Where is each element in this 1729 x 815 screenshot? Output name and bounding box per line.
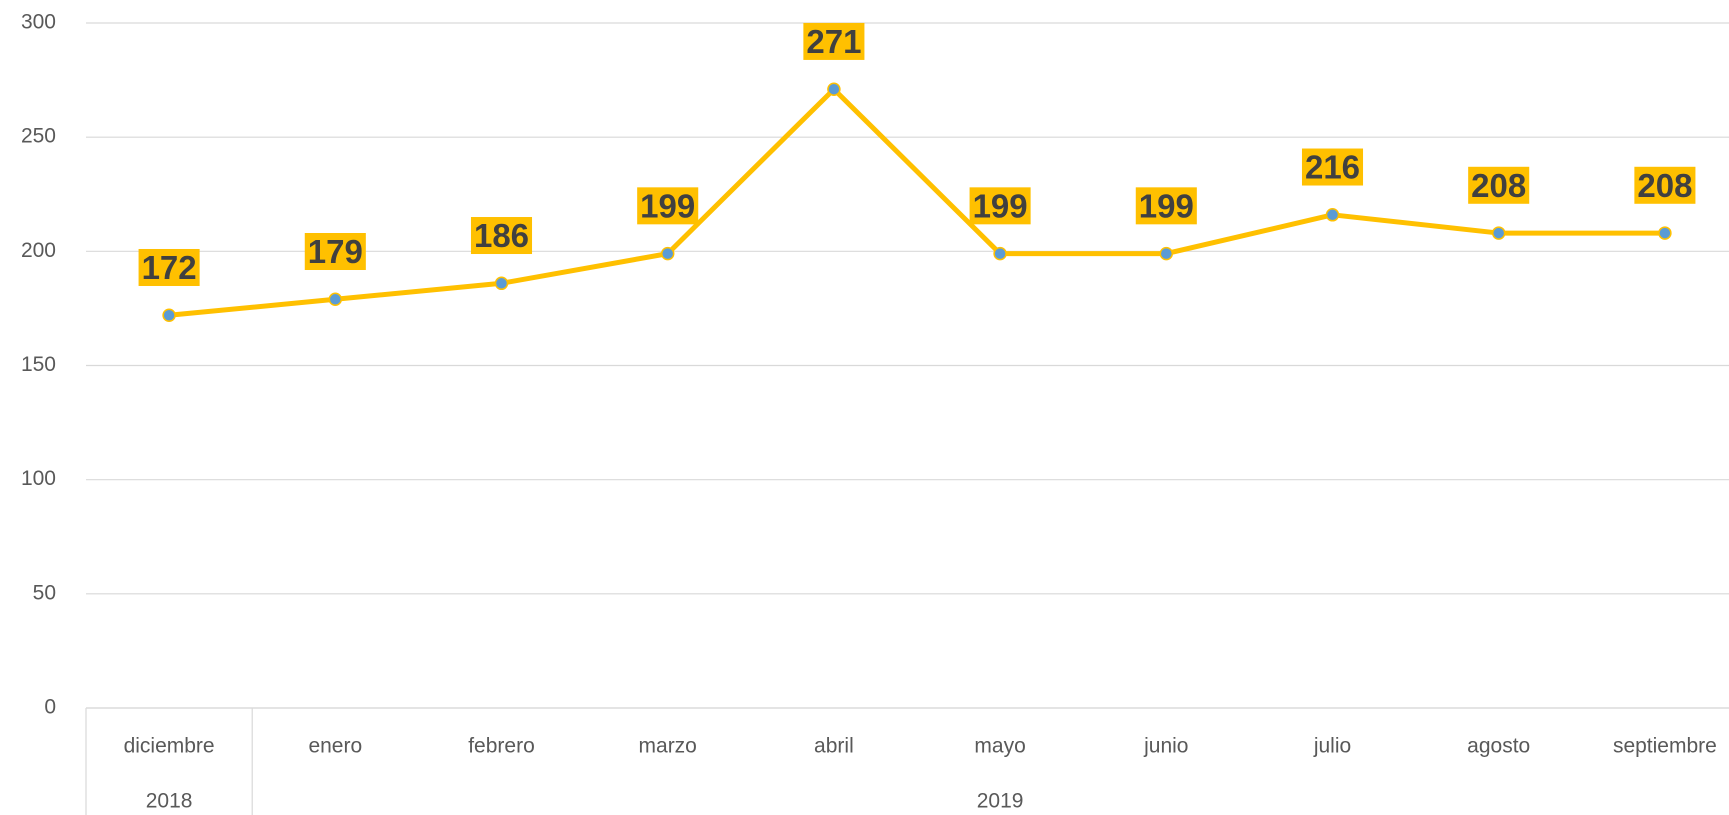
x-group-label: 2019 <box>977 790 1024 813</box>
data-label: 208 <box>1471 167 1526 204</box>
x-tick-label: marzo <box>639 735 697 758</box>
x-tick-label: diciembre <box>124 735 215 758</box>
x-tick-label: enero <box>308 735 362 758</box>
x-tick-label: febrero <box>468 735 535 758</box>
data-label: 271 <box>806 23 861 60</box>
x-tick-label: agosto <box>1467 735 1530 758</box>
x-tick-label: mayo <box>974 735 1025 758</box>
data-label: 199 <box>1139 187 1194 224</box>
y-tick-label: 200 <box>21 239 56 262</box>
marker <box>993 246 1007 261</box>
data-label: 179 <box>308 233 363 270</box>
y-tick-label: 50 <box>33 581 56 604</box>
data-label-group: 199 <box>1135 187 1197 225</box>
data-label-group: 172 <box>138 248 200 286</box>
y-tick-label: 150 <box>21 353 56 376</box>
data-label-bg <box>1135 187 1197 225</box>
data-label-bg <box>470 217 533 255</box>
x-tick-label: septiembre <box>1613 735 1717 758</box>
data-label-bg <box>803 22 865 60</box>
marker <box>660 246 675 261</box>
data-label: 199 <box>640 187 695 224</box>
data-label-bg <box>1301 148 1364 186</box>
data-label: 172 <box>142 249 197 286</box>
marker <box>162 308 176 323</box>
y-tick-label: 100 <box>21 467 56 490</box>
data-label-group: 179 <box>304 233 366 271</box>
series-line <box>168 86 1665 318</box>
data-label: 199 <box>973 187 1028 224</box>
data-label-group: 208 <box>1468 166 1530 204</box>
y-tick-label: 250 <box>21 125 56 148</box>
y-tick-label: 300 <box>21 11 56 34</box>
data-label-group: 216 <box>1301 148 1364 186</box>
y-tick-label: 0 <box>44 696 56 719</box>
x-tick-label: abril <box>814 735 854 758</box>
data-label-bg <box>969 187 1031 225</box>
marker <box>1159 246 1174 261</box>
x-tick-label: julio <box>1313 735 1351 758</box>
x-tick-label: junio <box>1143 735 1188 758</box>
data-label-bg <box>138 248 200 286</box>
data-label: 216 <box>1305 149 1360 186</box>
data-label-group: 271 <box>803 22 865 60</box>
marker <box>1658 226 1672 240</box>
data-label-group: 186 <box>470 217 533 255</box>
data-label-group: 199 <box>969 187 1031 225</box>
marker <box>1491 226 1506 240</box>
data-label: 186 <box>474 217 529 254</box>
data-label-bg <box>304 233 366 271</box>
data-label-bg <box>1634 166 1696 204</box>
data-label-bg <box>637 187 699 225</box>
marker <box>1325 208 1340 222</box>
data-label-group: 208 <box>1634 166 1696 204</box>
x-group-label: 2018 <box>146 790 193 813</box>
data-label: 208 <box>1637 167 1692 204</box>
data-label-bg <box>1468 166 1530 204</box>
marker <box>494 276 509 291</box>
data-label-group: 199 <box>637 187 699 225</box>
marker <box>328 292 343 307</box>
marker <box>827 82 841 96</box>
